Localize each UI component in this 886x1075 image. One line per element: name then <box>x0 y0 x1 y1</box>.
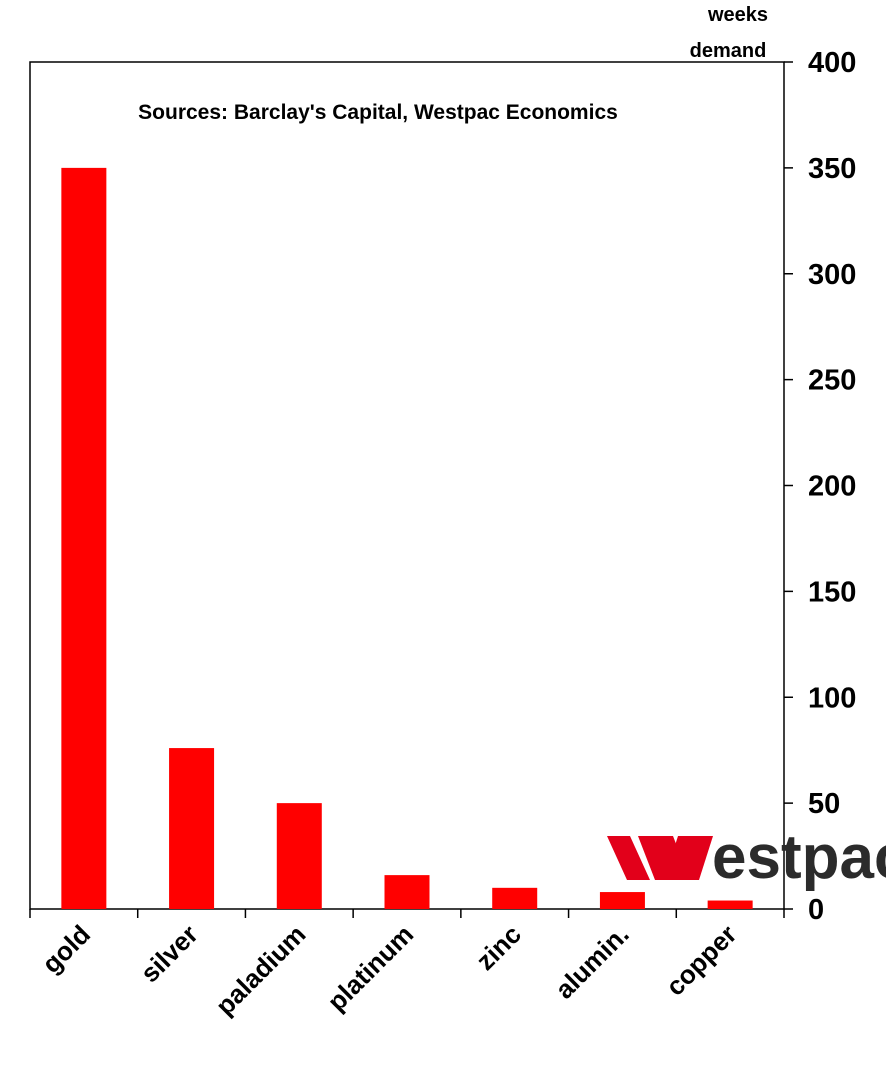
y-tick-label: 50 <box>808 788 840 820</box>
westpac-logo-w-left-icon <box>607 836 650 880</box>
westpac-logo-text: estpac <box>712 823 886 892</box>
y-tick-label: 0 <box>808 894 824 926</box>
bar-silver <box>169 748 215 909</box>
westpac-logo-w-right-icon <box>664 836 713 880</box>
bar-paladium <box>276 803 322 909</box>
y-axis-title-line2: demand <box>690 40 767 62</box>
y-axis-title-line1: weeks <box>707 4 768 26</box>
x-tick-label: paladium <box>210 919 312 1021</box>
x-tick-label: silver <box>135 919 204 988</box>
plot-frame <box>29 61 785 910</box>
x-tick-label: zinc <box>470 919 527 976</box>
y-tick-label: 150 <box>808 576 856 608</box>
y-axis: 0 50 100 150 200 250 300 350 400 <box>784 47 856 926</box>
bar-zinc <box>492 887 538 909</box>
x-tick-label: platinum <box>321 919 419 1017</box>
y-tick-label: 200 <box>808 471 856 503</box>
y-tick-label: 400 <box>808 47 856 79</box>
source-annotation: Sources: Barclay's Capital, Westpac Econ… <box>138 101 618 124</box>
x-tick-label: alumin. <box>549 919 635 1005</box>
y-tick-label: 250 <box>808 365 856 397</box>
y-tick-label: 100 <box>808 682 856 714</box>
bar-gold <box>61 167 107 909</box>
x-axis: gold silver paladium platinum zinc alumin. cop… <box>29 909 785 1021</box>
westpac-logo: estpac <box>607 823 886 892</box>
bar-alumin <box>599 892 645 909</box>
x-tick-label: copper <box>660 919 743 1002</box>
bar-platinum <box>384 875 430 909</box>
y-tick-label: 350 <box>808 153 856 185</box>
bars-group <box>61 167 753 909</box>
bar-copper <box>707 900 753 909</box>
x-tick-label: gold <box>36 919 96 979</box>
y-tick-label: 300 <box>808 259 856 291</box>
